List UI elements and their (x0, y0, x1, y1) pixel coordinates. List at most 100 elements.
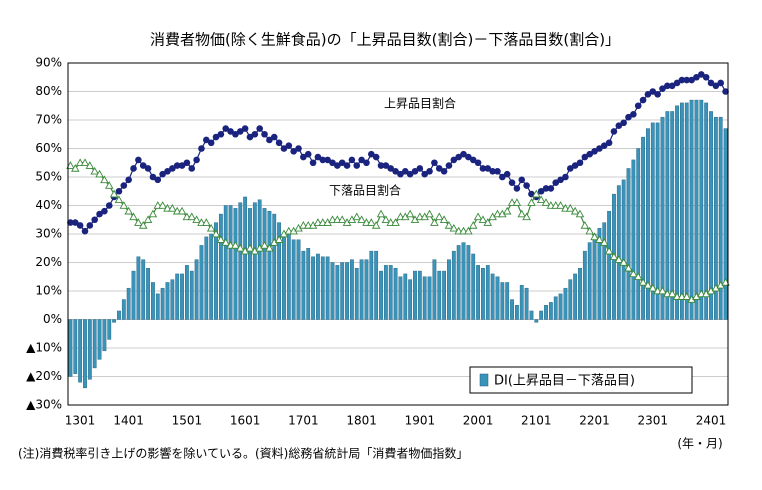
point (460, 150, 467, 158)
bar (311, 256, 315, 320)
point (562, 173, 569, 181)
point (620, 119, 627, 127)
point (698, 71, 705, 78)
bar (699, 99, 704, 320)
point (406, 170, 414, 178)
point (231, 240, 240, 249)
point (71, 219, 79, 226)
point (440, 168, 448, 175)
point (115, 187, 123, 195)
bar (660, 116, 665, 320)
point (667, 289, 677, 298)
bar (631, 159, 636, 320)
bar (641, 136, 645, 320)
point (96, 210, 103, 218)
point (479, 165, 487, 172)
bar (461, 242, 466, 320)
point (227, 128, 234, 135)
bar (495, 276, 500, 320)
bar (646, 128, 650, 320)
point (499, 173, 506, 181)
point (483, 218, 493, 226)
y-tick-label: 80% (35, 84, 62, 98)
point (512, 198, 522, 206)
point (416, 165, 424, 172)
legend-label: DI(上昇品目－下落品目) (494, 374, 635, 389)
bar (713, 116, 718, 320)
point (465, 153, 472, 161)
point (124, 206, 133, 215)
bar (568, 279, 573, 320)
bar (417, 270, 422, 320)
point (169, 165, 176, 172)
y-tick-label: 40% (35, 198, 62, 212)
bar (456, 245, 461, 320)
point (232, 130, 239, 138)
point (206, 223, 216, 232)
bar (345, 262, 349, 320)
point (468, 221, 478, 229)
point (260, 240, 269, 249)
point (527, 198, 536, 206)
point (251, 130, 259, 138)
point (445, 162, 453, 169)
point (401, 168, 409, 175)
point (192, 215, 201, 223)
point (702, 73, 710, 81)
point (300, 153, 307, 161)
bar (553, 296, 558, 320)
point (134, 218, 143, 226)
point (334, 162, 341, 169)
point (222, 125, 230, 132)
bar (267, 210, 272, 320)
x-tick-label: 2201 (579, 414, 610, 428)
point (164, 168, 171, 175)
bar (534, 319, 539, 323)
y-tick-label: 10% (35, 284, 62, 298)
bar (665, 111, 670, 320)
bar (141, 259, 146, 320)
point (95, 169, 104, 178)
point (319, 156, 327, 164)
bar (524, 287, 529, 320)
point (523, 182, 530, 189)
bar (233, 208, 238, 320)
point (309, 159, 317, 167)
point (71, 164, 80, 172)
bar (684, 102, 689, 320)
point (139, 162, 147, 169)
point (324, 156, 331, 164)
point (707, 79, 715, 87)
point (241, 125, 249, 132)
point (552, 179, 560, 186)
bar (413, 270, 417, 320)
bar (471, 253, 476, 320)
point (629, 269, 638, 278)
point (508, 179, 516, 186)
x-tick-label: 1501 (172, 414, 203, 428)
point (566, 203, 575, 212)
point (290, 148, 297, 155)
bar (408, 279, 413, 320)
bar (214, 222, 218, 320)
bar (500, 282, 505, 320)
point (712, 82, 720, 90)
point (590, 232, 599, 241)
bar (422, 276, 427, 320)
bar (359, 259, 364, 320)
bar (325, 256, 330, 320)
point (67, 219, 74, 226)
point (81, 227, 89, 235)
bar (393, 268, 398, 320)
point (449, 223, 459, 232)
annotation: 下落品目割合 (329, 183, 401, 198)
bar (650, 122, 655, 320)
point (266, 136, 273, 144)
point (212, 133, 220, 141)
point (377, 162, 385, 169)
plot-border (67, 62, 729, 406)
point (600, 142, 608, 149)
x-tick-label: 1401 (113, 414, 144, 428)
point (610, 128, 618, 135)
bar (607, 210, 612, 320)
